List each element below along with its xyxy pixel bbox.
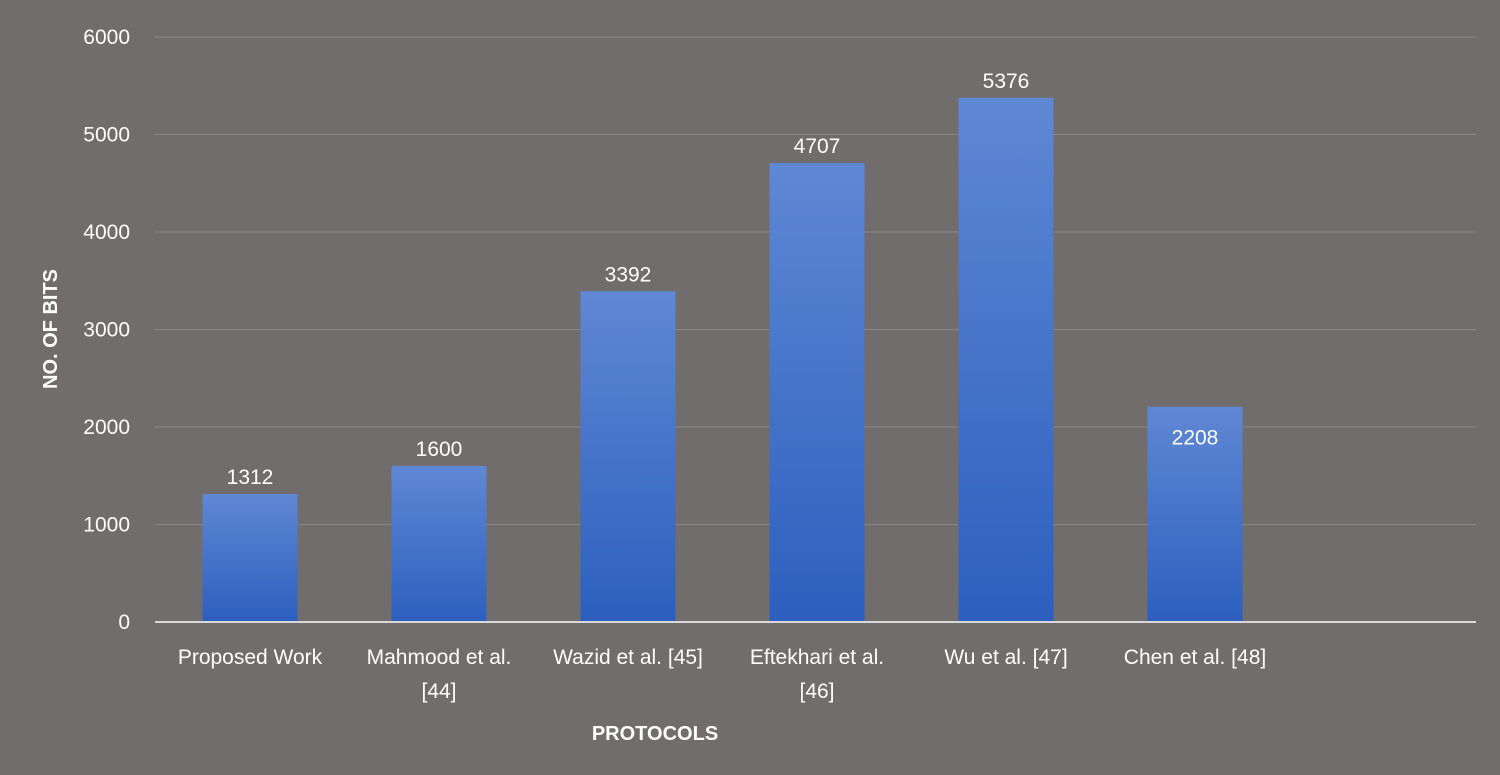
x-tick-label: Wazid et al. [45] <box>553 646 703 669</box>
bar <box>769 163 865 622</box>
y-tick-label: 6000 <box>83 26 130 49</box>
y-tick-label: 2000 <box>83 416 130 439</box>
y-axis-title: NO. OF BITS <box>40 269 62 389</box>
x-tick-label: Mahmood et al. <box>367 646 512 669</box>
y-tick-label: 3000 <box>83 319 130 342</box>
x-tick-label: Wu et al. [47] <box>944 646 1067 669</box>
x-tick-label: Eftekhari et al. <box>750 646 884 669</box>
bar <box>202 494 298 622</box>
data-label: 5376 <box>983 70 1030 93</box>
x-tick-label: Proposed Work <box>178 646 323 669</box>
y-tick-label: 1000 <box>83 514 130 537</box>
bar <box>958 97 1054 623</box>
labels: 0 1000 2000 3000 4000 5000 6000 1312 Proposed Wo… <box>83 26 1266 703</box>
bars <box>202 97 1243 623</box>
data-label: 2208 <box>1172 427 1219 450</box>
data-label: 1312 <box>227 466 274 489</box>
y-tick-label: 5000 <box>83 124 130 147</box>
y-tick-label: 0 <box>118 611 130 634</box>
data-label: 3392 <box>605 263 652 286</box>
bar <box>580 291 676 622</box>
data-label: 1600 <box>416 438 463 461</box>
x-tick-label: [44] <box>421 680 456 703</box>
y-tick-label: 4000 <box>83 221 130 244</box>
x-tick-label: Chen et al. [48] <box>1124 646 1266 669</box>
x-axis-title: PROTOCOLS <box>592 723 718 745</box>
bar <box>1147 406 1243 622</box>
data-label: 4707 <box>794 135 841 158</box>
bar <box>391 466 487 622</box>
x-tick-label: [46] <box>799 680 834 703</box>
